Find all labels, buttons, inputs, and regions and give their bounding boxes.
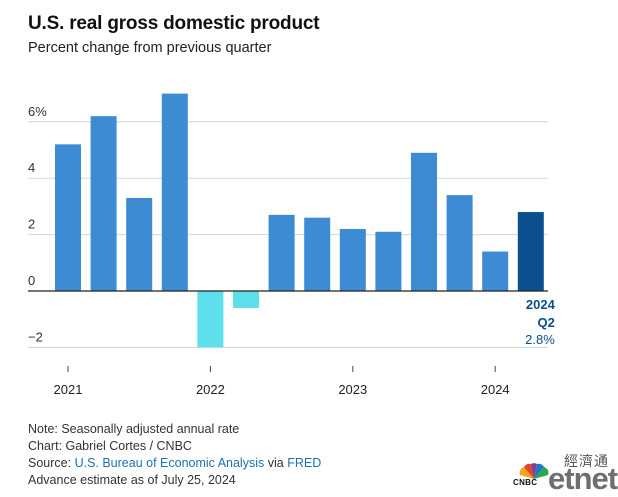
- y-tick-label: −2: [28, 329, 43, 344]
- source-bea-link[interactable]: U.S. Bureau of Economic Analysis: [74, 456, 265, 470]
- bar-2023-q2: [375, 231, 402, 291]
- chart-credit: Chart: Gabriel Cortes / CNBC: [28, 439, 192, 453]
- etnet-wordmark: etnet: [548, 461, 618, 496]
- bar-2022-q1: [197, 291, 224, 348]
- x-tick-label: 2023: [338, 382, 367, 397]
- bar-2022-q4: [304, 217, 331, 291]
- chart-subtitle: Percent change from previous quarter: [28, 40, 272, 56]
- bar-2023-q3: [411, 152, 437, 291]
- bar-2022-q3: [268, 214, 295, 291]
- chart-title: U.S. real gross domestic product: [28, 13, 320, 34]
- etnet-chinese-wordmark: 經濟通: [564, 453, 609, 469]
- bar-2022-q2: [233, 291, 259, 308]
- bar-2021-q1: [55, 144, 81, 291]
- x-tick-label: 2021: [54, 382, 83, 397]
- cnbc-wordmark: CNBC: [513, 478, 538, 487]
- note-line: Note: Seasonally adjusted annual rate: [28, 422, 240, 436]
- estimate-line: Advance estimate as of July 25, 2024: [28, 473, 236, 487]
- y-tick-label: 0: [28, 273, 35, 288]
- chart-notes: Note: Seasonally adjusted annual rate Ch…: [28, 421, 321, 489]
- x-tick-label: 2024: [481, 382, 510, 397]
- bar-2023-q1: [339, 228, 366, 291]
- latest-annotation-line: 2024: [526, 297, 556, 312]
- source-via: via: [264, 456, 288, 470]
- bar-2021-q4: [161, 93, 188, 291]
- x-tick-label: 2022: [196, 382, 225, 397]
- bar-2021-q3: [126, 197, 153, 291]
- y-tick-label: 2: [28, 217, 35, 232]
- bar-2024-q2: [517, 212, 544, 291]
- bar-2023-q4: [446, 195, 473, 291]
- y-tick-label: 6%: [28, 104, 47, 119]
- y-tick-label: 4: [28, 160, 35, 175]
- cnbc-peacock-logo: [519, 463, 549, 479]
- source-fred-link[interactable]: FRED: [287, 456, 322, 470]
- bar-2021-q2: [90, 116, 117, 291]
- source-line: Source: U.S. Bureau of Economic Analysis…: [28, 455, 321, 472]
- gdp-bar-chart: 6% 4 2 0 −2 2021 2022 2023 2024 2024 Q2 2.8%: [28, 93, 556, 397]
- latest-annotation-line: 2.8%: [525, 332, 555, 347]
- latest-annotation-line: Q2: [537, 315, 554, 330]
- bar-2024-q1: [482, 251, 509, 291]
- source-prefix: Source:: [28, 456, 75, 470]
